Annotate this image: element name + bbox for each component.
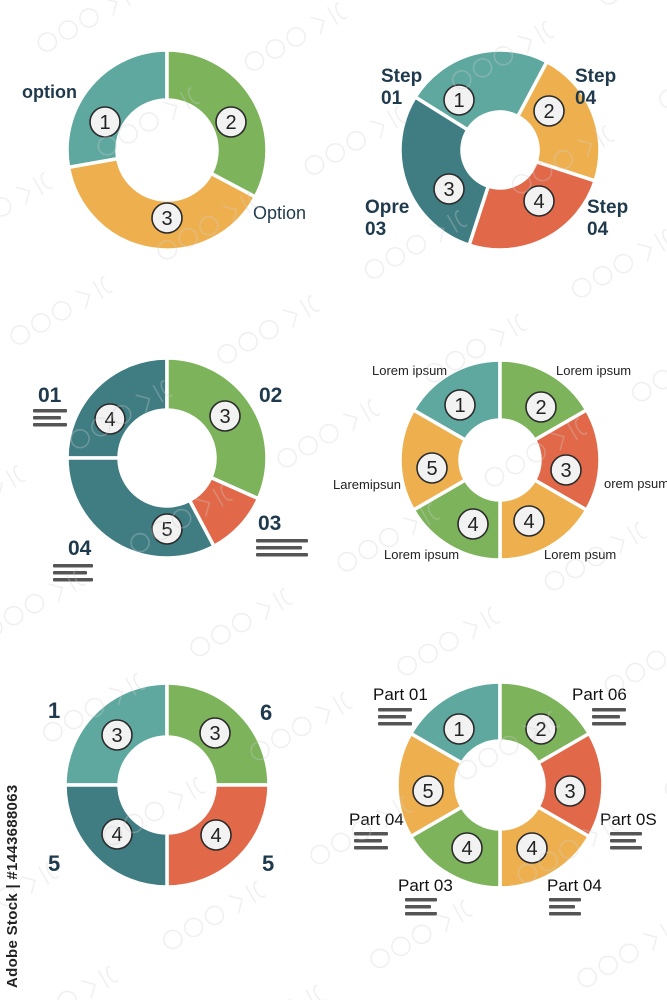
segment-label: 04 [68,537,92,560]
number-badge-text: 4 [461,838,472,860]
ring-segment [65,48,169,170]
number-badge-text: 4 [104,409,115,431]
placeholder-text-block [405,898,437,916]
segment-label: Lorem ipsum [384,547,459,562]
segment-number-badge: 3 [550,454,582,486]
stock-credit: Adobe Stock | #1443688063 [4,784,21,988]
placeholder-text-block [378,708,412,726]
segment-number-badge: 4 [101,818,133,850]
segment-number-badge: 4 [523,185,555,217]
segment-number-badge: 2 [215,106,247,138]
segment-number-badge: 3 [151,202,183,234]
segment-label: Part 06 [572,685,627,704]
segment-label: option [22,82,77,102]
segment-label: Step 04 [587,197,628,240]
number-badge-text: 4 [523,511,534,533]
segment-label: 02 [259,384,282,407]
number-badge-text: 5 [422,781,433,803]
number-badge-text: 1 [454,395,465,417]
number-badge-text: 4 [111,824,122,846]
segment-label: 03 [258,512,281,535]
number-badge-text: 5 [426,458,437,480]
number-badge-text: 4 [533,191,544,213]
number-badge-text: 1 [453,90,464,112]
number-badge-text: 1 [99,112,110,134]
ring-d5 [63,681,271,889]
placeholder-text-block [53,564,93,582]
placeholder-text-block [33,409,67,427]
placeholder-text-block [610,832,642,850]
number-badge-text: 3 [564,781,575,803]
segment-number-badge: 4 [94,403,126,435]
segment-number-badge: 4 [513,505,545,537]
number-badge-text: 3 [560,460,571,482]
placeholder-text-block [549,898,581,916]
segment-label: Part 03 [398,876,453,895]
segment-number-badge: 4 [200,819,232,851]
segment-label: 6 [260,700,272,725]
segment-number-badge: 4 [451,832,483,864]
segment-number-badge: 3 [209,400,241,432]
segment-number-badge: 1 [443,84,475,116]
segment-label: Laremipsun [333,477,401,492]
number-badge-text: 2 [535,397,546,419]
segment-label: Lorem ipsum [372,363,447,378]
segment-label: 01 [38,384,62,407]
segment-number-badge: 1 [443,713,475,745]
number-badge-text: 1 [453,719,464,741]
number-badge-text: 3 [161,208,172,230]
segment-number-badge: 1 [444,389,476,421]
placeholder-text-block [256,539,308,557]
segment-label: Part 04 [547,876,602,895]
segment-number-badge: 4 [457,508,489,540]
ring-d2 [398,48,602,252]
number-badge-text: 3 [443,179,454,201]
placeholder-text-block [592,708,626,726]
segment-number-badge: 3 [199,717,231,749]
number-badge-text: 5 [161,519,172,541]
segment-label: Part 01 [373,685,428,704]
number-badge-text: 2 [543,101,554,123]
segment-number-badge: 5 [412,775,444,807]
segment-number-badge: 4 [516,832,548,864]
segment-label: 1 [48,698,60,723]
number-badge-text: 3 [111,725,122,747]
segment-number-badge: 2 [525,391,557,423]
segment-number-badge: 2 [525,713,557,745]
number-badge-text: 4 [526,838,537,860]
segment-label: Part 0S [600,810,657,829]
segment-label: Opre 03 [365,197,409,240]
segment-number-badge: 1 [89,106,121,138]
number-badge-text: 3 [209,723,220,745]
number-badge-text: 3 [219,406,230,428]
segment-label: Option [253,203,306,223]
segment-number-badge: 3 [433,173,465,205]
number-badge-text: 2 [535,719,546,741]
number-badge-text: 4 [210,825,221,847]
number-badge-text: 4 [467,514,478,536]
placeholder-text-block [354,832,388,850]
segment-number-badge: 3 [554,775,586,807]
segment-number-badge: 2 [533,95,565,127]
segment-label: Lorem ipsum [556,363,631,378]
segment-label: 5 [262,851,274,876]
number-badge-text: 2 [225,112,236,134]
segment-number-badge: 5 [151,513,183,545]
segment-label: orem psum [604,476,667,491]
segment-label: Lorem psum [544,547,616,562]
segment-number-badge: 3 [101,719,133,751]
segment-label: Part 04 [349,810,404,829]
segment-label: Step 04 [575,66,616,109]
segment-number-badge: 5 [416,452,448,484]
segment-label: 5 [48,851,60,876]
